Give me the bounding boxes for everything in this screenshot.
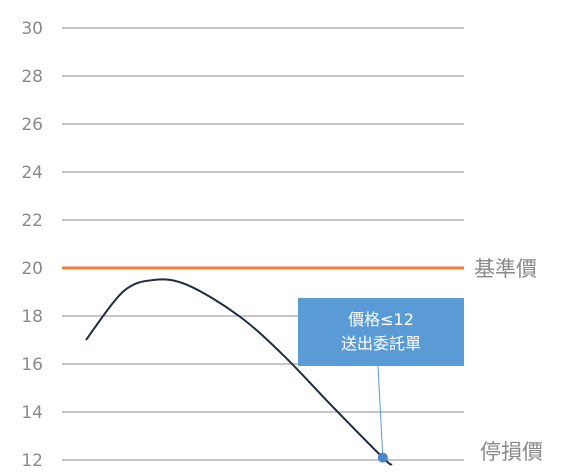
grid-lines bbox=[62, 27, 464, 461]
callout-pointer-line bbox=[377, 365, 384, 458]
reference-price-label: 基準價 bbox=[474, 257, 537, 281]
y-tick-label: 18 bbox=[21, 307, 43, 327]
y-tick-label: 22 bbox=[21, 211, 43, 231]
y-tick-label: 26 bbox=[21, 115, 43, 135]
callout-text-line-2: 送出委託單 bbox=[341, 334, 421, 353]
stop-loss-trigger-point bbox=[377, 452, 388, 463]
y-tick-label: 30 bbox=[21, 19, 43, 39]
price-series-line bbox=[85, 278, 393, 466]
stop-loss-price-label: 停損價 bbox=[480, 440, 543, 464]
callout-box bbox=[298, 298, 464, 366]
y-tick-label: 28 bbox=[21, 67, 43, 87]
y-tick-label: 16 bbox=[21, 355, 43, 375]
y-axis-tick-labels: 30 28 26 24 22 20 18 16 14 12 bbox=[21, 19, 43, 471]
y-tick-label: 24 bbox=[21, 163, 43, 183]
callout-text-line-1: 價格≤12 bbox=[348, 310, 414, 329]
y-tick-label: 12 bbox=[21, 451, 43, 471]
y-tick-label: 20 bbox=[21, 259, 43, 279]
y-tick-label: 14 bbox=[21, 403, 43, 423]
